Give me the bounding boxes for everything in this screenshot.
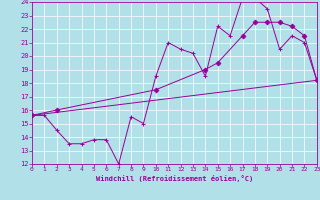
X-axis label: Windchill (Refroidissement éolien,°C): Windchill (Refroidissement éolien,°C)	[96, 175, 253, 182]
